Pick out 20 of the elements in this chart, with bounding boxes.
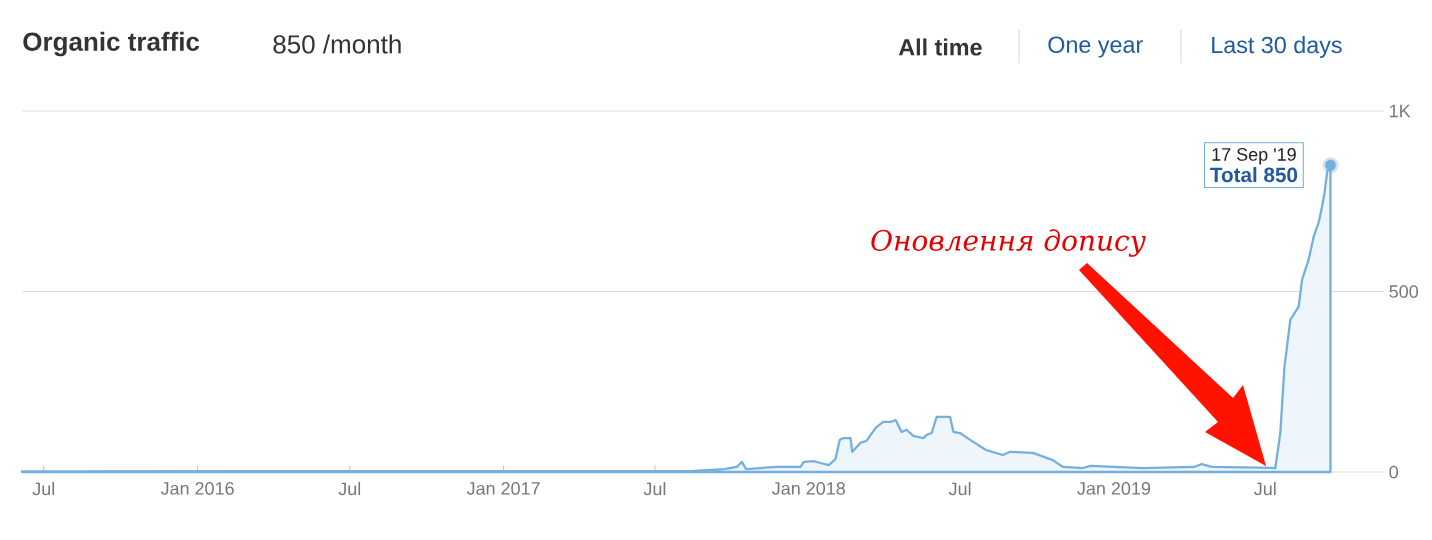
annotation: 17 Sep '19 bbox=[1212, 148, 1296, 165]
x-tick-label: Jul bbox=[948, 482, 971, 496]
chart-subtitle: 850 /month bbox=[273, 34, 401, 54]
x-tick-label: Jan 2018 bbox=[772, 482, 845, 495]
x-tick-label: Jan 2016 bbox=[160, 482, 234, 495]
text: All time bbox=[898, 38, 982, 56]
text: Last 30 days bbox=[1212, 36, 1342, 58]
chart-title: Organic traffic bbox=[23, 31, 200, 57]
y-tick-label: 1K bbox=[1390, 104, 1411, 118]
annotation: Оновлення допису bbox=[871, 229, 1146, 257]
x-tick-label: Jul bbox=[643, 482, 666, 496]
text: One year bbox=[1048, 36, 1143, 58]
y-tick-label: 500 bbox=[1389, 285, 1419, 298]
annotation: Total 850 bbox=[1210, 167, 1298, 183]
y-tick-label: 0 bbox=[1389, 465, 1398, 479]
x-tick-label: Jul bbox=[338, 482, 361, 496]
x-tick-label: Jul bbox=[1254, 482, 1276, 496]
x-tick-label: Jan 2019 bbox=[1077, 482, 1151, 495]
x-tick-label: Jan 2017 bbox=[466, 482, 540, 495]
x-tick-label: Jul bbox=[32, 482, 55, 496]
